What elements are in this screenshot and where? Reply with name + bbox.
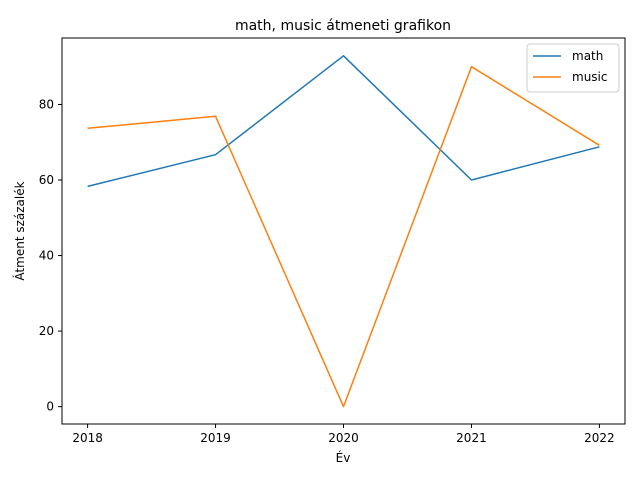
x-tick-label: 2021	[456, 431, 487, 445]
series-line-math	[87, 55, 600, 188]
legend: math music	[526, 43, 620, 93]
y-tick-label: 80	[39, 97, 54, 111]
x-axis-label: Év	[336, 450, 351, 465]
y-tick-label: 40	[39, 249, 54, 263]
x-axis: 2018 2019 2020 2021 2022	[72, 424, 615, 445]
x-tick-label: 2022	[584, 431, 615, 445]
y-axis: 0 20 40 60 80	[39, 97, 62, 414]
x-tick-label: 2019	[200, 431, 231, 445]
legend-label-music: music	[572, 70, 607, 84]
y-tick-label: 20	[39, 324, 54, 338]
y-tick-label: 0	[46, 400, 54, 414]
series-line-music	[87, 65, 600, 408]
y-axis-label: Átment százalék	[12, 181, 27, 280]
legend-label-math: math	[572, 49, 603, 63]
plot-area	[61, 37, 626, 425]
chart-title: math, music átmeneti grafikon	[235, 18, 451, 34]
y-tick-label: 60	[39, 173, 54, 187]
x-tick-label: 2018	[72, 431, 103, 445]
x-tick-label: 2020	[328, 431, 359, 445]
series-lines	[87, 55, 600, 408]
